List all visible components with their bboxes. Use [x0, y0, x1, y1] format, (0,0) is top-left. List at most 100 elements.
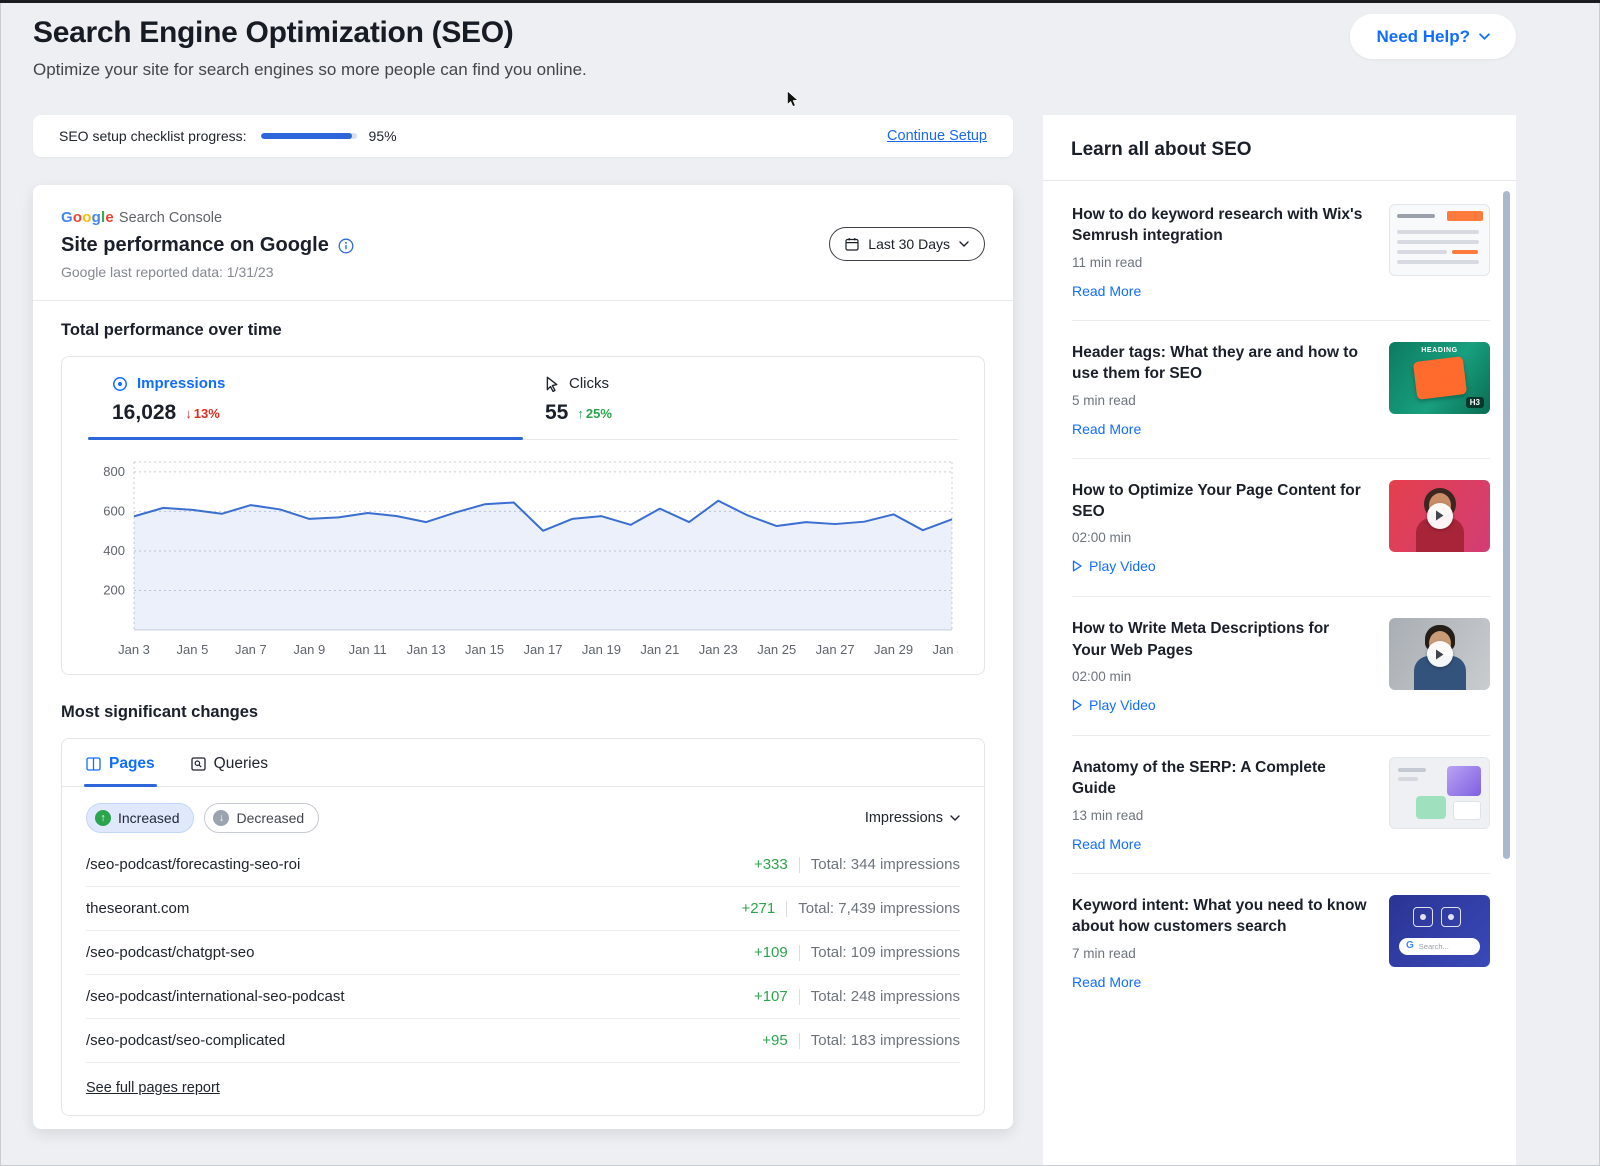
svg-text:Jan 29: Jan 29: [874, 642, 913, 657]
article-meta: 02:00 min: [1072, 530, 1132, 546]
svg-text:Jan 27: Jan 27: [816, 642, 855, 657]
article-card: Anatomy of the SERP: A Complete Guide 13…: [1072, 736, 1490, 874]
tab-clicks[interactable]: Clicks 55 ↑ 25%: [523, 371, 958, 439]
google-g-icon: G: [1406, 940, 1414, 952]
decorative-shape: [1397, 240, 1479, 244]
pages-table: /seo-podcast/forecasting-seo-roi +333 To…: [86, 843, 960, 1063]
article-card: How to Optimize Your Page Content for SE…: [1072, 459, 1490, 598]
svg-text:Jan 7: Jan 7: [235, 642, 267, 657]
last-reported-text: Google last reported data: 1/31/23: [61, 264, 274, 280]
svg-text:200: 200: [103, 582, 125, 597]
sidebar-title: Learn all about SEO: [1043, 115, 1516, 181]
page-path: /seo-podcast/forecasting-seo-roi: [86, 856, 301, 873]
decorative-shape: [1398, 768, 1426, 772]
article-list: How to do keyword research with Wix's Se…: [1043, 181, 1516, 1011]
window-top-border: [0, 0, 1600, 3]
sort-dropdown[interactable]: Impressions: [865, 810, 960, 826]
change-value: +333: [753, 856, 788, 873]
read-more-link[interactable]: Read More: [1072, 282, 1142, 299]
tab-impressions[interactable]: Impressions 16,028 ↓ 13%: [88, 371, 523, 439]
info-icon[interactable]: [338, 238, 354, 254]
read-more-link[interactable]: Read More: [1072, 973, 1142, 990]
svg-text:400: 400: [103, 543, 125, 558]
play-video-link[interactable]: Play Video: [1072, 558, 1156, 574]
decrease-icon: ↓: [213, 810, 230, 826]
page-title: Search Engine Optimization (SEO): [33, 16, 514, 49]
divider: [33, 300, 1013, 301]
need-help-button[interactable]: Need Help?: [1350, 14, 1516, 59]
tab-queries[interactable]: Queries: [191, 755, 268, 786]
decorative-shape: [1413, 906, 1433, 927]
tab-pages[interactable]: Pages: [84, 755, 157, 787]
divider: [798, 856, 800, 873]
svg-text:Jan 9: Jan 9: [293, 642, 325, 657]
play-icon: [1072, 699, 1082, 711]
svg-text:Jan 19: Jan 19: [582, 642, 621, 657]
filter-increased-chip[interactable]: ↑ Increased: [86, 803, 195, 833]
changes-tabs: Pages Queries: [62, 739, 984, 787]
article-thumbnail[interactable]: [1389, 757, 1490, 829]
date-range-label: Last 30 Days: [868, 236, 950, 252]
queries-search-icon: [191, 757, 206, 771]
search-console-label: Search Console: [118, 210, 223, 226]
article-thumbnail[interactable]: [1389, 204, 1490, 276]
full-pages-report-link[interactable]: See full pages report: [86, 1080, 220, 1096]
performance-chart: 200 400 600 800 Jan 3 Jan 5 Jan 7 Jan 9 Jan 11 Ja…: [88, 454, 958, 662]
impressions-icon: [112, 376, 128, 392]
play-icon: [1072, 560, 1082, 572]
clicks-change: ↑ 25%: [577, 405, 612, 421]
change-value: +95: [762, 1032, 788, 1049]
article-meta: 11 min read: [1072, 254, 1143, 270]
read-more-link[interactable]: Read More: [1072, 835, 1142, 852]
divider: [798, 1032, 800, 1049]
article-thumbnail[interactable]: G Search...: [1389, 894, 1490, 967]
table-row: theseorant.com +271 Total: 7,439 impress…: [86, 887, 960, 931]
page-path: /seo-podcast/chatgpt-seo: [86, 944, 255, 961]
decorative-shape: [1398, 777, 1418, 781]
article-meta: 13 min read: [1072, 807, 1144, 823]
video-thumbnail[interactable]: [1389, 479, 1490, 552]
table-row: /seo-podcast/international-seo-podcast +…: [86, 975, 960, 1019]
changes-filters: ↑ Increased ↓ Decreased Impressions: [86, 787, 960, 843]
performance-title: Site performance on Google: [61, 234, 329, 256]
total-impressions: Total: 248 impressions: [810, 988, 960, 1005]
article-thumbnail[interactable]: HEADING H3: [1389, 341, 1490, 414]
svg-text:Jan 25: Jan 25: [757, 642, 796, 657]
page-header: Search Engine Optimization (SEO) Optimiz…: [33, 16, 1516, 80]
article-title: How to Optimize Your Page Content for SE…: [1072, 481, 1361, 520]
google-search-console-logo: Google Search Console: [61, 209, 985, 226]
filter-decreased-chip[interactable]: ↓ Decreased: [204, 803, 320, 833]
sidebar-scrollbar-thumb[interactable]: [1503, 191, 1510, 859]
increase-icon: ↑: [95, 810, 111, 826]
main-column: SEO setup checklist progress: 95% Contin…: [33, 115, 1013, 1129]
continue-setup-link[interactable]: Continue Setup: [887, 128, 987, 144]
total-impressions: Total: 109 impressions: [810, 944, 960, 961]
google-logo-text: Google: [61, 209, 114, 226]
article-title: How to do keyword research with Wix's Se…: [1072, 206, 1363, 245]
checklist-label: SEO setup checklist progress:: [59, 128, 247, 144]
decorative-shape: [1452, 250, 1478, 254]
play-button-icon: [1426, 641, 1453, 668]
article-title: Header tags: What they are and how to us…: [1072, 343, 1358, 383]
page-path: /seo-podcast/international-seo-podcast: [86, 988, 345, 1005]
decorative-shape: [1453, 801, 1481, 820]
arrow-down-icon: ↓: [185, 405, 192, 421]
date-range-selector[interactable]: Last 30 Days: [829, 227, 985, 261]
svg-text:Jan 13: Jan 13: [407, 642, 446, 657]
arrow-up-icon: ↑: [577, 405, 584, 421]
read-more-link[interactable]: Read More: [1072, 420, 1142, 437]
article-title: Keyword intent: What you need to know ab…: [1072, 896, 1367, 936]
clicks-cursor-icon: [545, 376, 560, 392]
page-path: theseorant.com: [86, 900, 190, 917]
page-subtitle: Optimize your site for search engines so…: [33, 60, 587, 79]
total-impressions: Total: 183 impressions: [810, 1032, 960, 1049]
decorative-shape: [1397, 230, 1479, 234]
play-video-link[interactable]: Play Video: [1072, 697, 1156, 713]
need-help-label: Need Help?: [1376, 26, 1470, 46]
article-meta: 7 min read: [1072, 945, 1136, 961]
article-card: How to do keyword research with Wix's Se…: [1072, 183, 1490, 321]
video-thumbnail[interactable]: [1389, 618, 1490, 691]
checklist-progress-card: SEO setup checklist progress: 95% Contin…: [33, 115, 1013, 157]
svg-text:Jan 15: Jan 15: [465, 642, 504, 657]
svg-text:Jan 17: Jan 17: [523, 642, 562, 657]
